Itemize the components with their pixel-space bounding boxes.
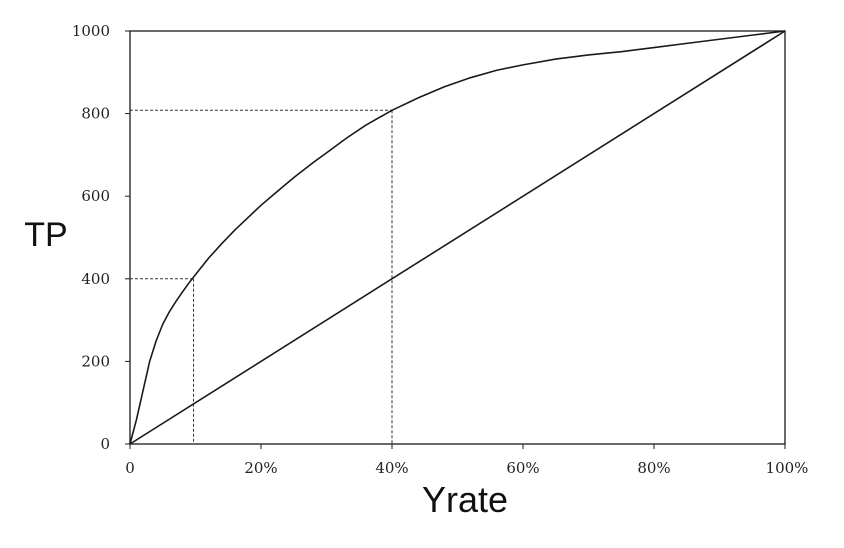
reference-lines [130, 109, 393, 444]
x-axis-ticks: 0 20% 40% 60% 80% 100% [125, 444, 808, 477]
y-tick-label: 0 [100, 435, 110, 453]
series-layer [129, 30, 786, 445]
x-tick-label: 20% [244, 459, 277, 477]
y-tick-label: 400 [81, 270, 110, 288]
plot-frame [129, 30, 786, 445]
x-tick-label: 0 [125, 459, 135, 477]
y-axis-label: TP [24, 216, 67, 254]
x-axis-label: Yrate [422, 479, 508, 520]
series-line-1 [129, 30, 786, 445]
series-line-2 [129, 30, 786, 445]
y-tick-label: 600 [81, 187, 110, 205]
x-tick-label: 80% [637, 459, 670, 477]
y-axis-ticks: 0 200 400 600 800 1000 [72, 22, 130, 453]
x-tick-label: 100% [766, 459, 809, 477]
y-tick-label: 200 [81, 352, 110, 370]
x-tick-label: 60% [506, 459, 539, 477]
x-tick-label: 40% [375, 459, 408, 477]
y-tick-label: 800 [81, 105, 110, 123]
y-tick-label: 1000 [72, 22, 110, 40]
